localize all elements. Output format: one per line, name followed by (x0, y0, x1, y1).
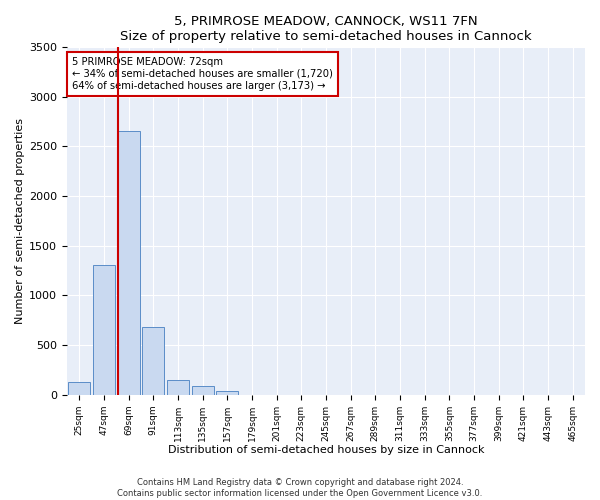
Bar (68, 382, 91, 394)
Title: 5, PRIMROSE MEADOW, CANNOCK, WS11 7FN
Size of property relative to semi-detached: 5, PRIMROSE MEADOW, CANNOCK, WS11 7FN Si… (120, 15, 532, 43)
Text: Contains HM Land Registry data © Crown copyright and database right 2024.
Contai: Contains HM Land Registry data © Crown c… (118, 478, 482, 498)
Bar (216, 391, 238, 394)
Bar (191, 386, 214, 394)
Bar (167, 380, 189, 394)
Bar (118, 132, 140, 394)
Bar (93, 264, 115, 394)
Text: 5 PRIMROSE MEADOW: 72sqm
← 34% of semi-detached houses are smaller (1,720)
64% o: 5 PRIMROSE MEADOW: 72sqm ← 34% of semi-d… (72, 58, 333, 90)
X-axis label: Distribution of semi-detached houses by size in Cannock: Distribution of semi-detached houses by … (168, 445, 484, 455)
Bar (142, 327, 164, 394)
Y-axis label: Number of semi-detached properties: Number of semi-detached properties (15, 118, 25, 324)
